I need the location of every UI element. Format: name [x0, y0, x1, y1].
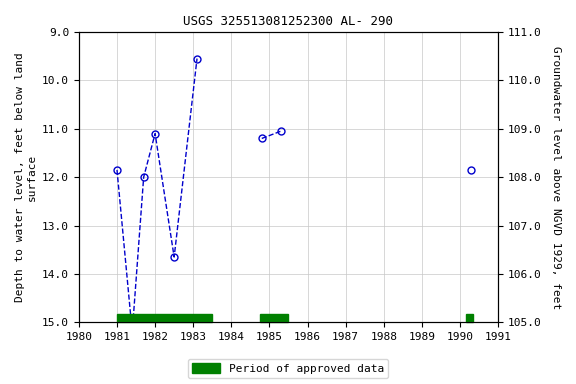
Bar [117, 314, 213, 323]
Y-axis label: Depth to water level, feet below land
surface: Depth to water level, feet below land su… [15, 52, 37, 302]
Bar [465, 314, 473, 323]
Title: USGS 325513081252300 AL- 290: USGS 325513081252300 AL- 290 [184, 15, 393, 28]
Y-axis label: Groundwater level above NGVD 1929, feet: Groundwater level above NGVD 1929, feet [551, 46, 561, 309]
Legend: Period of approved data: Period of approved data [188, 359, 388, 379]
Bar [260, 314, 289, 323]
